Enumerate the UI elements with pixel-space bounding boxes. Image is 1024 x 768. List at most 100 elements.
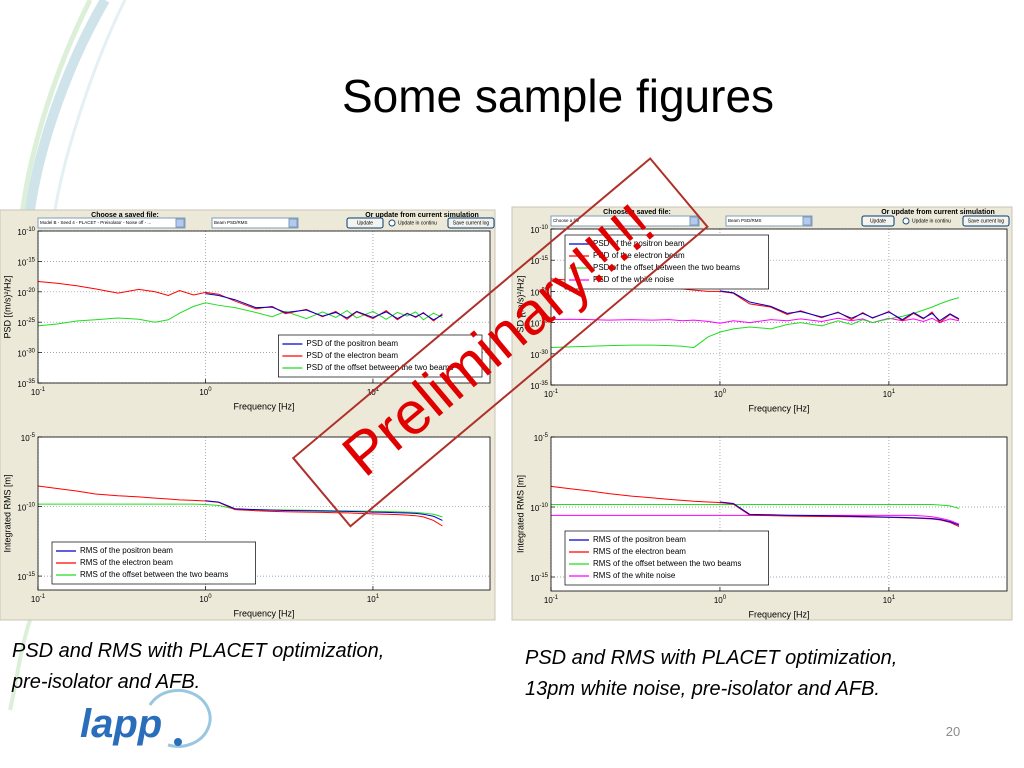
tick-label: 100 — [714, 389, 727, 400]
tick-exponent: 1 — [892, 595, 896, 601]
file-select-text: Choose a file — [553, 218, 580, 223]
tick-base: 10 — [199, 595, 208, 604]
continuous-radio[interactable] — [902, 217, 910, 225]
axes-frame — [550, 228, 1008, 386]
tick-base: 10 — [883, 596, 892, 605]
x-axis-label: Frequency [Hz] — [748, 609, 809, 619]
file-label: Choose a saved file: — [91, 212, 159, 219]
tick-label: 100 — [714, 595, 727, 606]
axes-frame — [550, 436, 1008, 592]
view-select[interactable] — [725, 215, 813, 227]
tick-exponent: -5 — [30, 433, 36, 439]
file-select-arrow — [175, 218, 185, 228]
tick-base: 10 — [17, 573, 26, 582]
view-select-arrow — [288, 218, 298, 228]
tick-exponent: -20 — [539, 287, 548, 293]
file-select[interactable] — [37, 217, 186, 229]
tick-base: 10 — [530, 289, 539, 298]
tick-exponent: 1 — [892, 389, 896, 395]
tick-exponent: -20 — [26, 287, 35, 293]
tick-base: 10 — [530, 257, 539, 266]
tick-label: 101 — [367, 594, 380, 605]
tick-base: 10 — [530, 504, 539, 513]
legend-label: PSD of the positron beam — [593, 239, 685, 248]
tick-base: 10 — [367, 595, 376, 604]
tick-label: 101 — [883, 389, 896, 400]
tick-base: 10 — [17, 259, 26, 268]
tick-exponent: -1 — [40, 387, 46, 393]
legend-label: RMS of the positron beam — [80, 546, 173, 555]
file-select[interactable] — [550, 215, 700, 227]
tick-base: 10 — [17, 504, 26, 513]
tick-base: 10 — [530, 574, 539, 583]
series-line — [551, 504, 960, 509]
figures: Choose a saved file: Or update from curre… — [0, 206, 1013, 700]
stamp-border — [291, 157, 709, 528]
tick-label: 10-1 — [31, 387, 46, 398]
legend-box — [564, 530, 769, 586]
tick-base: 10 — [530, 320, 539, 329]
continuous-radio[interactable] — [388, 219, 396, 227]
tick-label: 10-10 — [530, 225, 548, 236]
legend-label: PSD of the white noise — [593, 275, 674, 284]
tick-base: 10 — [199, 388, 208, 397]
series-line — [37, 280, 443, 322]
x-axis-label: Frequency [Hz] — [748, 403, 809, 413]
update-button[interactable] — [346, 217, 384, 229]
tick-label: 10-25 — [17, 318, 35, 329]
tick-base: 10 — [534, 434, 543, 443]
slide-title: Some sample figures — [342, 70, 774, 122]
tick-base: 10 — [31, 595, 40, 604]
tick-base: 10 — [17, 228, 26, 237]
tick-exponent: -1 — [40, 594, 46, 600]
swirl — [53, 0, 127, 211]
tick-exponent: -1 — [553, 389, 559, 395]
tick-exponent: -15 — [26, 572, 35, 578]
tick-exponent: -35 — [539, 381, 548, 387]
tick-base: 10 — [530, 226, 539, 235]
legend-label: RMS of the electron beam — [593, 547, 686, 556]
tick-base: 10 — [17, 319, 26, 328]
tick-label: 10-25 — [530, 318, 548, 329]
tick-exponent: 0 — [723, 389, 727, 395]
tick-base: 10 — [883, 390, 892, 399]
update-label: Or update from current simulation — [881, 209, 995, 216]
tick-label: 10-15 — [530, 256, 548, 267]
tick-label: 10-1 — [31, 594, 46, 605]
tick-exponent: -15 — [539, 256, 548, 262]
save-button[interactable] — [962, 215, 1010, 227]
axes-frame — [37, 230, 491, 384]
axes-frame — [37, 436, 491, 591]
logo: lapp — [80, 688, 212, 748]
page-number: 20 — [946, 724, 960, 739]
x-axis-label: Frequency [Hz] — [233, 401, 294, 411]
tick-base: 10 — [530, 382, 539, 391]
tick-base: 10 — [544, 596, 553, 605]
tick-label: 10-15 — [17, 572, 35, 583]
legend-label: RMS of the offset between the two beams — [593, 559, 741, 568]
tick-label: 10-30 — [530, 349, 548, 360]
tick-label: 101 — [883, 595, 896, 606]
x-axis-label: Frequency [Hz] — [233, 608, 294, 618]
tick-label: 10-35 — [17, 379, 35, 390]
swirl — [19, 0, 93, 216]
tick-exponent: 1 — [376, 387, 380, 393]
tick-base: 10 — [714, 390, 723, 399]
legend-label: RMS of the offset between the two beams — [80, 570, 228, 579]
view-select-text: Beam PSD/RMS — [728, 218, 762, 223]
tick-label: 10-15 — [17, 257, 35, 268]
tick-base: 10 — [544, 390, 553, 399]
tick-label: 10-1 — [544, 389, 559, 400]
update-button[interactable] — [861, 215, 895, 227]
tick-label: 10-10 — [530, 503, 548, 514]
view-select-text: Beam PSD/RMS — [214, 220, 248, 225]
series-line — [550, 317, 960, 324]
chart: 10-1 100 10110-1010-1510-2010-2510-3010-35… — [2, 227, 491, 411]
caption-line: PSD and RMS with PLACET optimization, — [12, 640, 384, 662]
view-select[interactable] — [211, 217, 299, 229]
save-button[interactable] — [447, 217, 495, 229]
tick-base: 10 — [17, 350, 26, 359]
y-axis-label: Integrated RMS [m] — [2, 474, 12, 552]
